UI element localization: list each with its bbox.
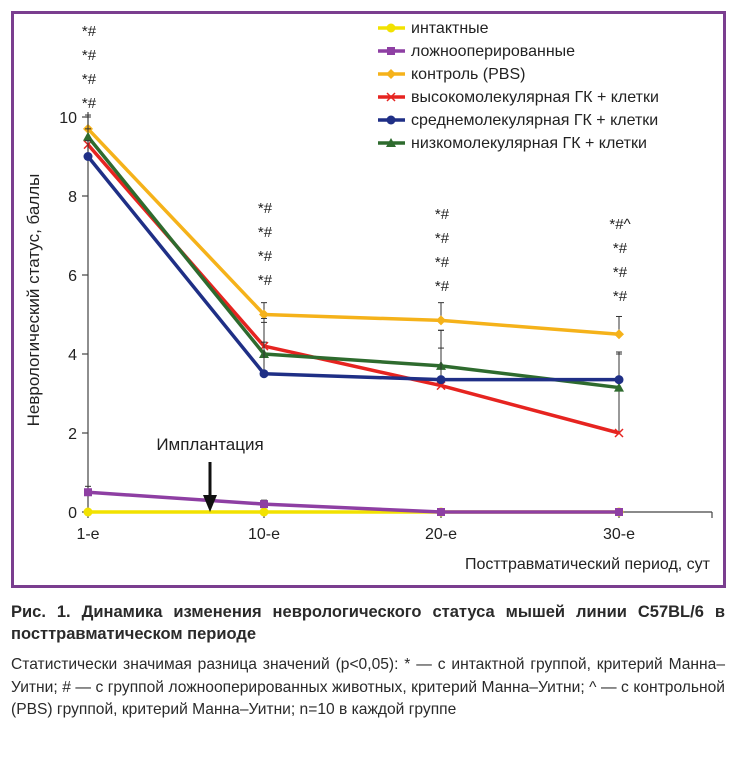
y-tick-label: 8 bbox=[68, 189, 77, 206]
series-lines bbox=[83, 114, 624, 517]
data-point bbox=[386, 138, 396, 147]
series-line bbox=[86, 143, 620, 435]
x-tick-label: 30-е bbox=[603, 526, 635, 543]
data-point bbox=[259, 369, 269, 379]
x-tick-label: 1-е bbox=[76, 526, 99, 543]
significance-mark: *# bbox=[82, 47, 97, 64]
data-point bbox=[614, 382, 624, 392]
y-tick-label: 6 bbox=[68, 268, 77, 285]
significance-mark: *# bbox=[435, 206, 450, 223]
significance-mark: *# bbox=[613, 264, 628, 281]
series-line bbox=[86, 127, 620, 336]
implantation-annotation: Имплантация bbox=[156, 435, 264, 512]
legend-label: высокомолекулярная ГК + клетки bbox=[411, 89, 659, 106]
significance-marks: *# *# *# *# *# *# *# *# *# *# *# *# *#^ *# *# *# bbox=[82, 23, 631, 305]
series-1 bbox=[84, 485, 623, 516]
data-point bbox=[386, 92, 396, 102]
data-point bbox=[260, 500, 268, 509]
data-point bbox=[436, 375, 446, 385]
series-3 bbox=[83, 128, 624, 438]
series-line bbox=[87, 490, 619, 514]
significance-mark: *#^ bbox=[609, 216, 630, 233]
y-tick-label: 0 bbox=[68, 505, 77, 522]
legend-label: интактные bbox=[411, 20, 489, 37]
data-point bbox=[386, 115, 396, 125]
series-line bbox=[86, 135, 620, 390]
y-tick-label: 4 bbox=[68, 347, 77, 364]
series-4 bbox=[83, 140, 624, 385]
data-point bbox=[615, 508, 623, 516]
data-point bbox=[83, 131, 93, 141]
chart-frame bbox=[11, 11, 726, 588]
data-point bbox=[259, 507, 269, 517]
significance-mark: *# bbox=[613, 288, 628, 305]
significance-mark: *# bbox=[82, 95, 97, 112]
legend-label: ложнооперированные bbox=[411, 43, 575, 60]
legend-entry: интактные bbox=[378, 20, 489, 37]
annotation-arrow-head bbox=[203, 495, 217, 512]
data-point bbox=[386, 69, 396, 79]
significance-mark: *# bbox=[258, 248, 273, 265]
y-tick-label: 10 bbox=[59, 110, 77, 127]
x-tick-label: 10-е bbox=[248, 526, 280, 543]
y-tick-label: 2 bbox=[68, 426, 77, 443]
data-point bbox=[387, 47, 395, 55]
series-5 bbox=[83, 116, 624, 392]
significance-mark: *# bbox=[435, 278, 450, 295]
data-point bbox=[386, 23, 396, 33]
significance-mark: *# bbox=[613, 240, 628, 257]
legend-label: низкомолекулярная ГК + клетки bbox=[411, 135, 647, 152]
data-point bbox=[83, 152, 93, 161]
data-point bbox=[614, 375, 624, 385]
significance-mark: *# bbox=[258, 224, 273, 241]
data-point bbox=[614, 428, 624, 438]
significance-mark: *# bbox=[82, 71, 97, 88]
figure-caption-body: Статистически значимая разница значений … bbox=[11, 656, 725, 718]
legend-label: контроль (PBS) bbox=[411, 66, 525, 83]
legend-entry: контроль (PBS) bbox=[378, 66, 525, 83]
series-line bbox=[86, 155, 619, 382]
legend-label: среднемолекулярная ГК + клетки bbox=[411, 112, 658, 129]
legend: интактные ложнооперированные контроль (PBS… bbox=[378, 20, 659, 152]
significance-mark: *# bbox=[258, 272, 273, 289]
data-point bbox=[83, 507, 93, 517]
figure-caption-title: Рис. 1. Динамика изменения неврологическ… bbox=[11, 603, 725, 643]
legend-entry: ложнооперированные bbox=[378, 43, 575, 60]
data-point bbox=[259, 309, 269, 320]
x-tick-label: 20-е bbox=[425, 526, 457, 543]
data-point bbox=[614, 329, 624, 340]
annotation-label: Имплантация bbox=[156, 435, 263, 454]
x-axis-label: Посттравматический период, сут bbox=[465, 556, 711, 573]
data-point bbox=[84, 488, 92, 497]
legend-entry: низкомолекулярная ГК + клетки bbox=[378, 135, 647, 152]
significance-mark: *# bbox=[435, 254, 450, 271]
significance-mark: *# bbox=[435, 230, 450, 247]
data-point bbox=[436, 315, 446, 326]
data-point bbox=[437, 508, 445, 516]
significance-mark: *# bbox=[258, 200, 273, 217]
legend-entry: среднемолекулярная ГК + клетки bbox=[378, 112, 658, 129]
y-axis-label: Неврологический статус, баллы bbox=[24, 174, 43, 427]
axes: 0 2 4 6 8 10 1-е 10-е 20-е 30-е bbox=[59, 110, 713, 543]
significance-mark: *# bbox=[82, 23, 97, 40]
legend-entry: высокомолекулярная ГК + клетки bbox=[378, 89, 659, 106]
